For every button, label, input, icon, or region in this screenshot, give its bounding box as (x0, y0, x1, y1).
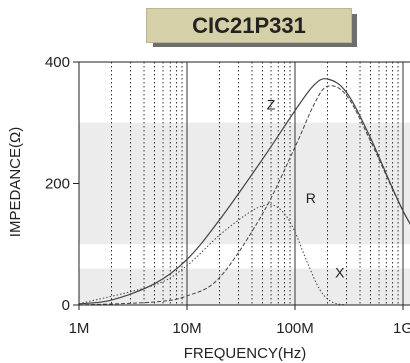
major-gridlines (186, 62, 404, 305)
x-tick-label: 1M (69, 320, 90, 337)
annotation-x: X (335, 265, 345, 281)
chart-title: CIC21P331 (146, 8, 352, 43)
x-tick-label: 10M (172, 320, 201, 337)
minor-gridlines (111, 62, 399, 305)
series-annotations: Z R X (267, 96, 345, 280)
band-1 (79, 268, 410, 305)
x-tick-label: 100M (276, 320, 314, 337)
series-x-line (79, 204, 347, 305)
background-bands (79, 122, 410, 305)
series-z-line (79, 78, 410, 305)
x-axis-label: FREQUENCY(Hz) (184, 345, 307, 362)
band-0 (79, 122, 410, 245)
y-tick-label: 0 (62, 297, 70, 314)
series-lines (79, 78, 410, 305)
series-r-line (79, 85, 410, 305)
y-tick-label: 200 (45, 176, 70, 193)
annotation-r: R (306, 190, 316, 206)
tick-labels: 0 200 400 1M 10M 100M 1G (45, 54, 410, 337)
annotation-z: Z (267, 96, 276, 112)
x-tick-label: 1G (393, 320, 410, 337)
axes (73, 61, 410, 310)
y-tick-label: 400 (45, 54, 70, 71)
y-axis-label: IMPEDANCE(Ω) (7, 127, 24, 237)
